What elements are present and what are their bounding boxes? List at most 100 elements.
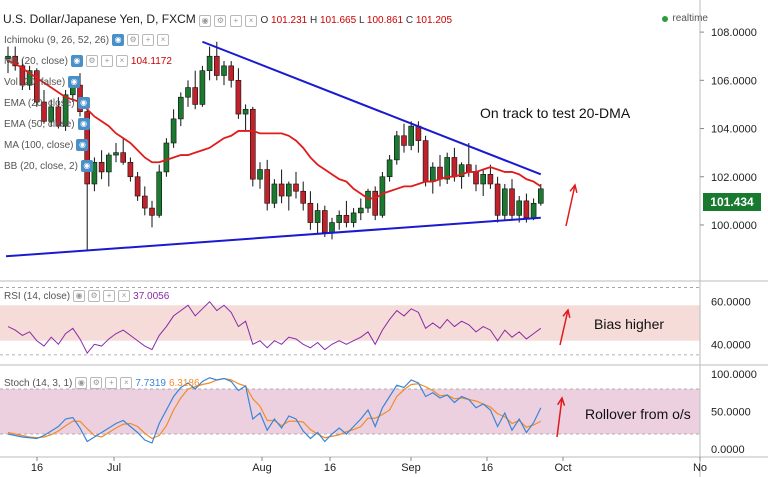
candle-body xyxy=(228,65,234,81)
candle-body xyxy=(156,171,162,216)
stoch-tick-label: 0.0000 xyxy=(711,444,745,456)
candle-body xyxy=(33,70,40,103)
eye-icon[interactable]: ◉ xyxy=(199,15,212,27)
candle-body xyxy=(314,210,321,223)
eye-icon[interactable]: ◉ xyxy=(68,76,81,88)
add-icon[interactable]: + xyxy=(105,377,118,389)
indicator-ema50[interactable]: EMA (50, close) ◉ xyxy=(4,118,90,130)
candle-body xyxy=(149,207,155,216)
add-icon[interactable]: + xyxy=(229,15,242,27)
candle-body xyxy=(357,207,364,214)
price-tick-label: 102.0000 xyxy=(711,172,757,184)
rsi-legend[interactable]: RSI (14, close) ◉ ⚙ + × 37.0056 xyxy=(4,290,170,302)
trendline-lower xyxy=(5,216,541,258)
add-icon[interactable]: + xyxy=(103,290,116,302)
candle-body xyxy=(285,183,292,197)
stoch-legend[interactable]: Stoch (14, 3, 1) ◉ ⚙ + × 7.7319 6.3186 xyxy=(4,377,200,389)
candle-body xyxy=(55,106,62,127)
candle-body xyxy=(429,166,436,182)
candle-body xyxy=(250,108,256,180)
time-tick-label: Sep xyxy=(401,462,421,474)
eye-icon[interactable]: ◉ xyxy=(77,118,90,130)
candle-body xyxy=(516,200,523,216)
settings-icon[interactable]: ⚙ xyxy=(214,15,227,27)
candle-body xyxy=(494,183,501,216)
time-tick-label: 16 xyxy=(31,462,43,474)
candlestick-series xyxy=(5,41,544,252)
rsi-series xyxy=(7,300,542,355)
eye-icon[interactable]: ◉ xyxy=(80,160,93,172)
ma20-line xyxy=(7,60,542,200)
indicator-vol[interactable]: Vol (20, false) ◉ xyxy=(4,76,81,88)
candle-body xyxy=(206,55,213,71)
symbol-title: U.S. Dollar/Japanese Yen, D, FXCM xyxy=(3,12,196,26)
indicator-ichimoku[interactable]: Ichimoku (9, 26, 52, 26) ◉ ⚙ + × xyxy=(4,34,170,46)
candle-body xyxy=(127,161,134,178)
close-icon[interactable]: × xyxy=(157,34,170,46)
annotation-rsi: Bias higher xyxy=(594,316,665,332)
time-tick-label: Oct xyxy=(554,462,571,474)
price-tick-label: 104.0000 xyxy=(711,124,757,136)
candle-body xyxy=(12,55,18,67)
arrow-head xyxy=(569,183,578,193)
indicator-ma20[interactable]: MA (20, close) ◉ ⚙ + × 104.1172 xyxy=(4,55,172,67)
candle-body xyxy=(257,169,263,180)
candle-body xyxy=(372,190,379,216)
candle-body xyxy=(199,70,206,105)
candle-body xyxy=(343,215,350,223)
candle-body xyxy=(264,169,271,204)
settings-icon[interactable]: ⚙ xyxy=(85,55,98,67)
candle-body xyxy=(530,202,537,219)
eye-icon[interactable]: ◉ xyxy=(112,34,125,46)
stoch-band xyxy=(0,389,700,434)
indicator-ma100[interactable]: MA (100, close) ◉ xyxy=(4,139,89,151)
settings-icon[interactable]: ⚙ xyxy=(127,34,140,46)
trendlines xyxy=(5,40,542,258)
arrow-shaft xyxy=(559,309,569,346)
arrow-shaft xyxy=(565,184,576,227)
candle-body xyxy=(142,195,148,209)
add-icon[interactable]: + xyxy=(100,55,113,67)
candle-body xyxy=(336,215,343,223)
status-dot-icon xyxy=(662,15,669,22)
settings-icon[interactable]: ⚙ xyxy=(88,290,101,302)
candle-body xyxy=(386,159,393,178)
settings-icon[interactable]: ⚙ xyxy=(90,377,103,389)
candle-body xyxy=(300,190,307,204)
eye-icon[interactable]: ◉ xyxy=(70,55,83,67)
eye-icon[interactable]: ◉ xyxy=(73,290,86,302)
time-tick-label: No xyxy=(693,462,707,474)
candle-body xyxy=(523,200,530,219)
candle-body xyxy=(48,106,55,122)
trendline-upper xyxy=(202,40,542,176)
candle-body xyxy=(415,125,422,141)
add-icon[interactable]: + xyxy=(142,34,155,46)
close-icon[interactable]: × xyxy=(118,290,131,302)
rsi-tick-label: 60.0000 xyxy=(711,297,751,309)
realtime-badge: realtime xyxy=(662,13,708,24)
candle-body xyxy=(401,135,407,146)
close-icon[interactable]: × xyxy=(120,377,133,389)
indicator-ema20[interactable]: EMA (20, close) ◉ xyxy=(4,97,90,109)
candle-body xyxy=(509,188,515,216)
candle-body xyxy=(458,164,465,178)
candle-body xyxy=(480,174,487,185)
stoch-tick-label: 100.0000 xyxy=(711,369,757,381)
close-icon[interactable]: × xyxy=(115,55,128,67)
candle-body xyxy=(120,152,126,163)
candle-body xyxy=(163,142,170,173)
close-icon[interactable]: × xyxy=(245,15,258,27)
candle-body xyxy=(321,210,328,233)
indicator-bb[interactable]: BB (20, close, 2) ◉ xyxy=(4,160,93,172)
eye-icon[interactable]: ◉ xyxy=(76,139,89,151)
price-tick-label: 106.0000 xyxy=(711,75,757,87)
candle-body xyxy=(365,190,371,209)
eye-icon[interactable]: ◉ xyxy=(75,377,88,389)
candle-body xyxy=(235,80,242,115)
stoch-series xyxy=(7,377,542,444)
candle-body xyxy=(185,87,191,98)
rsi-band xyxy=(0,305,700,341)
eye-icon[interactable]: ◉ xyxy=(77,97,90,109)
candle-body xyxy=(473,171,479,185)
